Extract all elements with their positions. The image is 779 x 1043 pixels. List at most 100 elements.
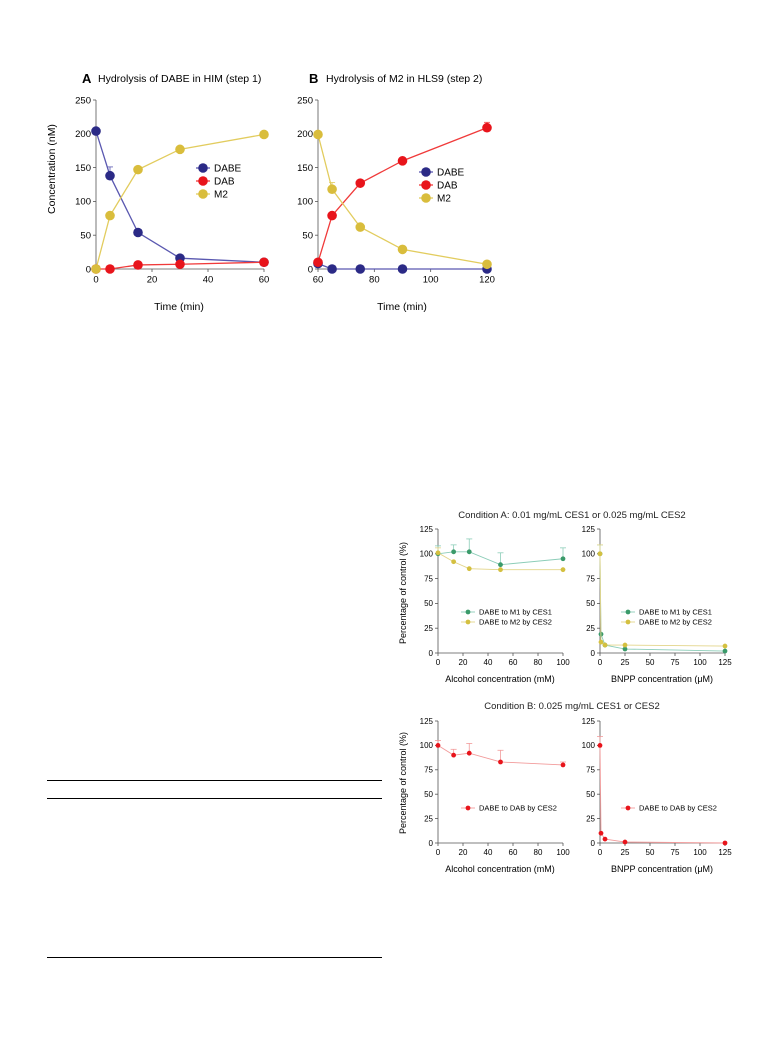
data-point <box>560 556 566 562</box>
series-line-dabe-to-dab-by-ces2 <box>599 745 726 844</box>
x-tick-label: 80 <box>369 275 380 286</box>
data-point <box>466 566 472 572</box>
y-tick-label: 0 <box>591 839 596 848</box>
x-tick-label: 80 <box>534 658 543 667</box>
y-tick-label: 100 <box>297 197 313 208</box>
data-point <box>560 567 566 573</box>
legend-marker <box>421 180 431 190</box>
y-tick-label: 200 <box>297 129 313 140</box>
x-tick-label: 125 <box>718 658 732 667</box>
legend-marker <box>625 619 631 625</box>
x-tick-label: 60 <box>509 848 518 857</box>
y-tick-label: 125 <box>582 717 596 726</box>
data-point <box>482 259 492 270</box>
legend-marker <box>198 176 208 186</box>
y-tick-label: 25 <box>424 814 433 823</box>
x-tick-label: 40 <box>484 658 493 667</box>
data-point <box>397 264 408 274</box>
x-tick-label: 50 <box>646 658 655 667</box>
y-tick-label: 50 <box>586 790 595 799</box>
legend-label: DAB <box>437 181 458 192</box>
data-point <box>598 830 604 836</box>
chart-condition-a-alcohol: 0 25 50 75 100 125 0 20 40 60 80 100 DABE to M1 by C… <box>420 525 571 667</box>
series-line-dabe-to-m1-by-ces1 <box>599 553 726 652</box>
panel-a-ylabel: Concentration (nM) <box>46 124 58 214</box>
x-tick-label: 20 <box>147 275 158 286</box>
panel-a-xlabel: Time (min) <box>154 301 204 313</box>
y-tick-label: 75 <box>424 766 433 775</box>
x-tick-label: 100 <box>693 848 707 857</box>
chart-condition-a-bnpp: 0 25 50 75 100 125 0 25 50 75 100 125 DABE to M1 by … <box>582 525 733 667</box>
x-tick-label: 0 <box>436 658 441 667</box>
legend-marker <box>625 805 631 811</box>
y-tick-label: 125 <box>420 525 434 534</box>
y-tick-label: 50 <box>80 231 91 242</box>
x-tick-label: 40 <box>484 848 493 857</box>
x-tick-label: 0 <box>436 848 441 857</box>
y-tick-label: 125 <box>420 717 434 726</box>
x-tick-label: 25 <box>621 848 630 857</box>
legend-label: DABE to M2 by CES2 <box>639 618 712 627</box>
data-point <box>355 178 366 188</box>
data-point <box>175 144 185 155</box>
panel-cb1-ylabel: Percentage of control (%) <box>398 732 408 834</box>
y-tick-label: 75 <box>424 574 433 583</box>
legend-label: DABE to M1 by CES1 <box>479 608 552 617</box>
data-point <box>451 752 457 758</box>
data-point <box>622 839 628 845</box>
y-tick-label: 100 <box>420 550 434 559</box>
panel-a-letter: A <box>82 71 92 86</box>
panel-ca1-ylabel: Percentage of control (%) <box>398 542 408 644</box>
x-tick-label: 20 <box>459 848 468 857</box>
condition-b-title: Condition B: 0.025 mg/mL CES1 or CES2 <box>484 701 660 712</box>
data-point <box>355 264 366 274</box>
panel-a-title: Hydrolysis of DABE in HIM (step 1) <box>98 73 261 85</box>
data-point <box>597 551 603 557</box>
panel-b-title: Hydrolysis of M2 in HLS9 (step 2) <box>326 73 482 85</box>
x-tick-label: 100 <box>556 658 570 667</box>
y-tick-label: 50 <box>424 790 433 799</box>
y-tick-label: 50 <box>424 599 433 608</box>
legend-label: DABE to M1 by CES1 <box>639 608 712 617</box>
chart-b-hydrolysis-m2-hls9: 0 50 100 150 200 250 60 80 100 120 DABE DAB M2 <box>297 95 495 285</box>
y-tick-label: 0 <box>591 649 596 658</box>
legend-marker <box>421 167 431 177</box>
data-point <box>560 762 566 768</box>
data-point <box>133 260 143 270</box>
y-tick-label: 0 <box>86 264 91 275</box>
table-header-rule <box>47 798 382 799</box>
series-line-dabe-to-m2-by-ces2 <box>599 553 726 647</box>
data-point <box>466 750 472 756</box>
y-tick-label: 25 <box>424 624 433 633</box>
data-point <box>498 567 503 573</box>
panel-cb1-xlabel: Alcohol concentration (mM) <box>445 864 555 874</box>
x-tick-label: 60 <box>259 275 270 286</box>
y-tick-label: 50 <box>586 599 595 608</box>
data-point <box>327 264 337 274</box>
legend-label: DABE to M2 by CES2 <box>479 618 552 627</box>
data-point <box>105 264 115 274</box>
x-tick-label: 20 <box>459 658 468 667</box>
data-point <box>259 257 269 268</box>
data-point <box>498 759 503 765</box>
legend-marker <box>198 163 208 173</box>
x-tick-label: 50 <box>646 848 655 857</box>
x-tick-label: 0 <box>598 658 603 667</box>
data-point <box>259 129 269 140</box>
x-tick-label: 60 <box>313 275 324 286</box>
data-point <box>313 257 323 268</box>
x-tick-label: 80 <box>534 848 543 857</box>
legend-label: DABE to DAB by CES2 <box>479 804 557 813</box>
data-point <box>313 129 323 140</box>
panel-ca1-xlabel: Alcohol concentration (mM) <box>445 674 555 684</box>
data-point <box>498 562 503 568</box>
y-tick-label: 100 <box>75 197 91 208</box>
y-tick-label: 100 <box>420 741 434 750</box>
legend-label: DABE <box>437 168 465 179</box>
legend-marker <box>465 805 471 811</box>
legend-label: M2 <box>214 190 228 201</box>
data-point <box>602 836 608 842</box>
y-tick-label: 0 <box>308 264 313 275</box>
legend-marker <box>625 609 631 615</box>
data-point <box>602 642 608 648</box>
